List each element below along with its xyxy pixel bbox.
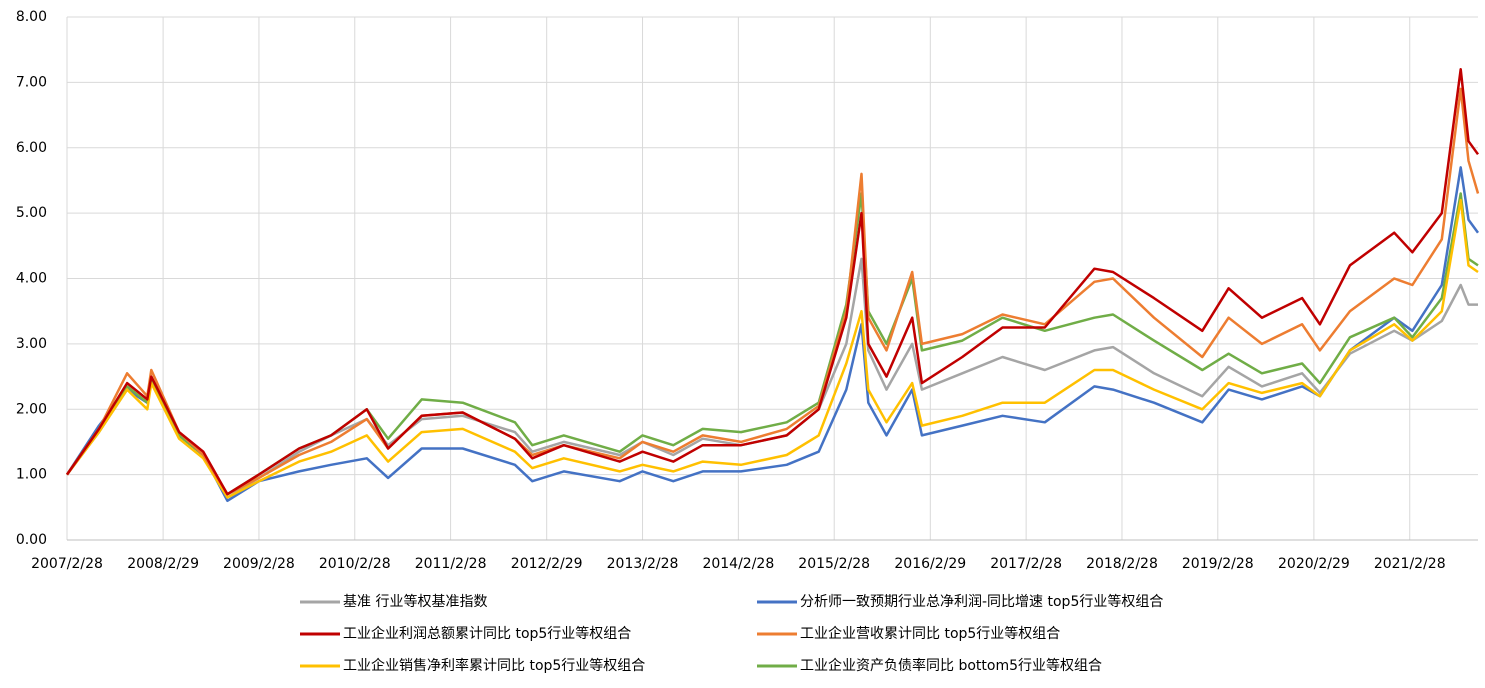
y-tick-label: 0.00 — [16, 532, 47, 548]
x-tick-label: 2017/2/28 — [990, 556, 1062, 572]
x-tick-label: 2009/2/28 — [223, 556, 295, 572]
x-tick-label: 2020/2/29 — [1278, 556, 1350, 572]
series-line — [65, 68, 1480, 496]
x-tick-label: 2019/2/28 — [1182, 556, 1254, 572]
x-tick-label: 2016/2/29 — [894, 556, 966, 572]
x-tick-label: 2015/2/28 — [798, 556, 870, 572]
y-tick-label: 6.00 — [16, 140, 47, 156]
x-tick-label: 2012/2/29 — [511, 556, 583, 572]
x-tick-label: 2013/2/28 — [607, 556, 679, 572]
y-tick-label: 7.00 — [16, 74, 47, 90]
legend-label: 工业企业营收累计同比 top5行业等权组合 — [800, 625, 1060, 642]
x-tick-label: 2014/2/28 — [702, 556, 774, 572]
legend-label: 工业企业利润总额累计同比 top5行业等权组合 — [343, 625, 631, 642]
legend-label: 工业企业销售净利率累计同比 top5行业等权组合 — [343, 657, 645, 674]
x-tick-label: 2018/2/28 — [1086, 556, 1158, 572]
legend-label: 基准 行业等权基准指数 — [343, 593, 487, 610]
series-line — [65, 166, 1480, 503]
x-tick-label: 2021/2/28 — [1374, 556, 1446, 572]
x-tick-label: 2010/2/28 — [319, 556, 391, 572]
legend-label: 分析师一致预期行业总净利润-同比增速 top5行业等权组合 — [800, 593, 1163, 610]
y-tick-label: 4.00 — [16, 271, 47, 287]
y-tick-label: 2.00 — [16, 401, 47, 417]
y-tick-label: 8.00 — [16, 9, 47, 25]
series-line — [65, 87, 1480, 496]
x-tick-label: 2011/2/28 — [415, 556, 487, 572]
x-tick-label: 2008/2/29 — [127, 556, 199, 572]
series-line — [66, 198, 1479, 499]
y-tick-label: 3.00 — [16, 336, 47, 352]
y-tick-label: 5.00 — [16, 205, 47, 221]
y-tick-label: 1.00 — [16, 467, 47, 483]
x-tick-label: 2007/2/28 — [31, 556, 103, 572]
legend-label: 工业企业资产负债率同比 bottom5行业等权组合 — [800, 657, 1102, 674]
